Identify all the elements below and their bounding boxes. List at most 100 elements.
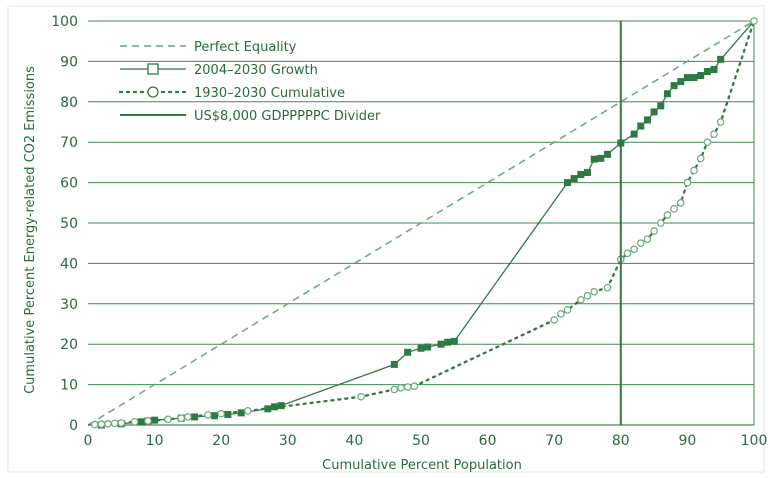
series-3-marker-13 [357,392,365,401]
y-tick-label-70: 70 [60,135,78,151]
series-3-marker-18 [550,316,559,324]
y-tick-label-50: 50 [60,216,78,232]
series-3-marker-8 [177,414,186,422]
series-2-marker-40 [703,68,711,75]
series-3-marker-15 [397,384,405,392]
x-tick-label-20: 20 [212,433,230,449]
series-2-marker-33 [657,102,665,110]
series-2-marker-21 [564,179,572,187]
x-tick-label-90: 90 [678,433,696,449]
series-3-marker-37 [696,154,705,163]
series-3-marker-32 [663,211,672,219]
series-2-marker-11 [264,405,272,413]
y-tick-label-10: 10 [60,378,78,394]
series-3-marker-17 [410,382,419,391]
series-2-marker-17 [424,343,432,351]
series-3-marker-14 [390,385,399,394]
series-2-marker-9 [224,410,232,418]
series-3-marker-20 [563,306,572,314]
series-2-marker-13 [277,402,285,410]
series-3-marker-41 [750,17,758,25]
series-3-marker-24 [603,283,612,292]
series-3-marker-40 [716,118,725,126]
series-3-marker-1 [97,420,106,428]
series-2-marker-23 [577,171,585,179]
series-3-marker-0 [90,420,99,429]
x-tick-label-100: 100 [741,433,768,449]
series-3-marker-9 [184,413,192,421]
series-3-marker-27 [630,245,638,254]
y-tick-label-90: 90 [60,54,78,70]
series-2-marker-14 [390,360,398,368]
series-2-marker-39 [697,72,705,80]
x-tick-label-0: 0 [84,433,93,449]
series-3-marker-16 [403,383,412,391]
series-2-marker-36 [677,78,685,86]
series-2-marker-16 [417,344,425,352]
series-2-marker-42 [717,55,725,63]
series-3-marker-39 [710,130,718,138]
series-2-marker-19 [444,338,452,346]
series-3-marker-21 [577,295,585,304]
series-2-marker-18 [437,340,445,348]
series-2-marker-30 [637,122,645,130]
x-tick-label-80: 80 [612,433,630,449]
series-3-marker-28 [636,239,645,248]
series-3-marker-35 [683,178,692,187]
y-tick-label-20: 20 [60,337,78,353]
series-2-marker-10 [237,409,245,417]
series-2-marker-32 [650,108,658,116]
plot-frame [7,5,765,473]
series-2-marker-38 [690,74,698,82]
series-2-marker-15 [404,348,412,356]
series-3-marker-19 [557,310,565,318]
series-3-marker-11 [217,409,226,418]
legend-item-2-label: 2004–2030 Growth [194,63,318,78]
x-tick-label-30: 30 [279,433,297,449]
series-2-marker-26 [597,154,605,162]
series-3-marker-36 [690,166,698,175]
series-2-marker-20 [450,337,458,345]
series-2-marker-35 [670,82,678,90]
series-2-marker-31 [643,116,651,124]
series-2-marker-24 [584,169,591,176]
series-2-marker-8 [211,412,219,420]
y-tick-label-30: 30 [60,297,78,313]
series-2-marker-41 [710,65,718,73]
series-3-marker-38 [703,138,712,147]
legend-item-3-swatch-marker [147,86,159,98]
axes: 0 10 20 30 40 50 60 70 80 90 100 0 10 20 30 40 50 60 70 80 9… [51,14,767,449]
series-3-marker-12 [244,407,252,415]
legend-item-4-label: US$8,000 GDPPPPPC Divider [194,109,381,124]
y-tick-label-100: 100 [51,14,78,30]
series-3-marker-31 [656,219,665,227]
legend-item-1-label: Perfect Equality [194,40,297,55]
series-3-marker-5 [130,417,139,426]
series-2-marker-22 [570,175,578,183]
x-tick-label-50: 50 [412,433,430,449]
y-tick-label-60: 60 [60,176,78,192]
series-3-marker-4 [117,419,126,427]
legend: Perfect Equality 2004–2030 Growth 1930–203… [118,40,381,124]
series-2-marker-3 [137,418,145,426]
x-tick-label-70: 70 [545,433,563,449]
series-3-marker-6 [144,417,152,425]
x-tick-label-60: 60 [479,433,497,449]
legend-item-3-label: 1930–2030 Cumulative [194,86,345,101]
series-2-marker-12 [270,403,278,411]
series-2-marker-34 [663,90,671,98]
series-3-marker-23 [590,287,598,296]
y-tick-label-0: 0 [69,418,78,434]
series-3-marker-22 [583,291,592,300]
y-axis-label: Cumulative Percent Energy-related CO2 Em… [23,66,38,394]
series-layer [87,17,758,429]
series-2-marker-27 [603,150,611,158]
y-tick-label-80: 80 [60,95,78,111]
series-3-marker-7 [164,415,172,424]
series-3-marker-34 [676,199,685,207]
y-tick-label-40: 40 [60,256,78,272]
legend-item-2-swatch-marker [147,63,159,75]
series-3-marker-33 [670,205,678,213]
series-2-marker-5 [151,416,159,424]
